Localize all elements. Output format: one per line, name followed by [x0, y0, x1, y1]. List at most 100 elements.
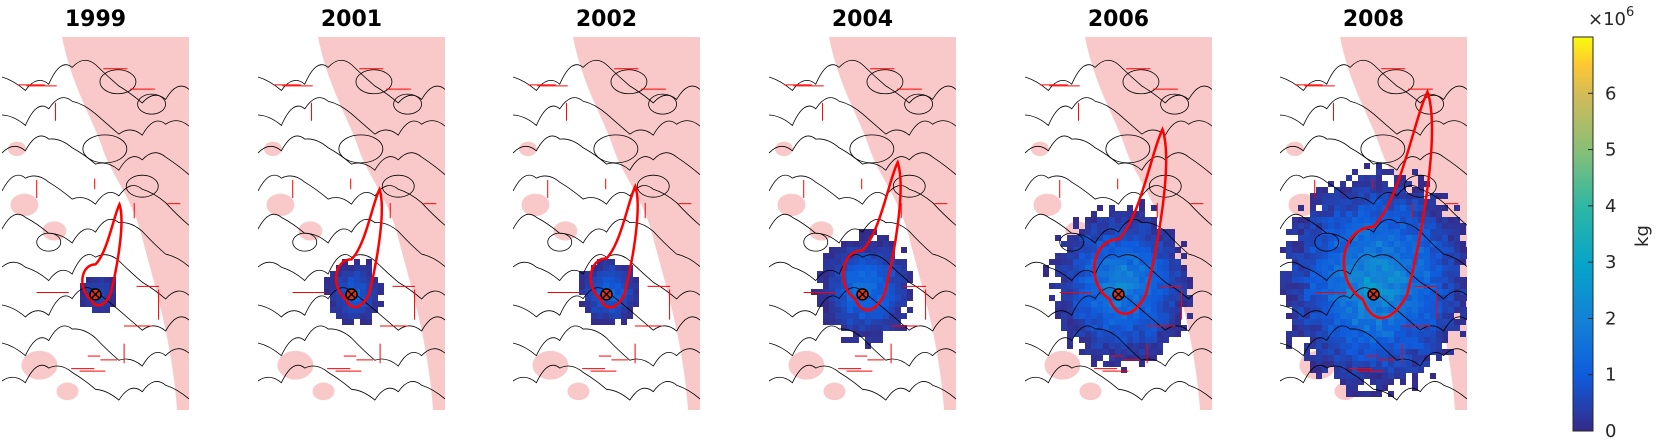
heat-cell: [1376, 229, 1382, 235]
heat-cell: [1310, 331, 1316, 337]
panel-1999: 1999: [2, 7, 189, 410]
heat-cell: [1334, 223, 1340, 229]
heat-cell: [853, 313, 859, 319]
heat-cell: [1121, 253, 1127, 259]
heat-cell: [1424, 211, 1430, 217]
heat-cell: [1133, 343, 1139, 349]
heat-cell: [1316, 265, 1322, 271]
heat-cell: [1163, 325, 1169, 331]
heat-cell: [1352, 187, 1358, 193]
heat-cell: [1169, 307, 1175, 313]
heat-cell: [330, 295, 336, 301]
heat-cell: [847, 295, 853, 301]
heat-cell: [865, 313, 871, 319]
heat-cell: [633, 301, 639, 307]
contour-line: [1025, 325, 1212, 367]
heat-cell: [895, 301, 901, 307]
heat-cell: [1352, 385, 1358, 391]
heat-cell: [1322, 301, 1328, 307]
heat-cell: [1073, 301, 1079, 307]
contour-ring: [593, 134, 639, 164]
heat-cell: [1133, 229, 1139, 235]
heat-cell: [1424, 199, 1430, 205]
contour-ring: [648, 93, 677, 115]
heat-cell: [621, 301, 627, 307]
heat-cell: [1424, 295, 1430, 301]
heat-cell: [336, 301, 342, 307]
heat-cell: [1370, 205, 1376, 211]
heat-cell: [1340, 313, 1346, 319]
heat-cell: [1364, 181, 1370, 187]
heat-cell: [1370, 253, 1376, 259]
heat-cell: [823, 277, 829, 283]
heat-cell: [1127, 259, 1133, 265]
heat-cell: [1073, 259, 1079, 265]
heat-cell: [1334, 295, 1340, 301]
heat-cell: [1346, 373, 1352, 379]
heat-cell: [1364, 325, 1370, 331]
heat-cell: [871, 271, 877, 277]
heat-cell: [1418, 307, 1424, 313]
heat-cell: [1097, 253, 1103, 259]
heat-cell: [1121, 331, 1127, 337]
heat-cell: [354, 295, 360, 301]
heat-cell: [1286, 271, 1292, 277]
heat-cell: [1406, 307, 1412, 313]
heat-cell: [907, 307, 913, 313]
heat-cell: [1352, 265, 1358, 271]
shaded-patch: [823, 382, 846, 401]
heat-cell: [1151, 337, 1157, 343]
heat-cell: [1358, 355, 1364, 361]
heat-cell: [1316, 307, 1322, 313]
heat-cell: [1316, 259, 1322, 265]
heat-cell: [366, 259, 372, 265]
contour-ring: [82, 134, 128, 164]
heat-cell: [1328, 361, 1334, 367]
heat-cell: [1304, 277, 1310, 283]
heat-cell: [1394, 229, 1400, 235]
heat-cell: [1400, 229, 1406, 235]
heat-cell: [871, 289, 877, 295]
heat-cell: [871, 247, 877, 253]
heat-cell: [1364, 193, 1370, 199]
heat-cell: [1097, 313, 1103, 319]
heat-cell: [336, 313, 342, 319]
heat-cell: [1352, 253, 1358, 259]
heat-cell: [871, 337, 877, 343]
heat-cell: [1292, 223, 1298, 229]
heat-cell: [1145, 265, 1151, 271]
heat-cell: [877, 247, 883, 253]
heat-cell: [823, 271, 829, 277]
heat-cell: [1115, 253, 1121, 259]
heat-cell: [1097, 331, 1103, 337]
heat-cell: [1139, 295, 1145, 301]
heat-cell: [1109, 271, 1115, 277]
heat-cell: [1328, 283, 1334, 289]
shaded-patch: [312, 382, 335, 401]
heat-cell: [609, 295, 615, 301]
heat-cell: [1418, 319, 1424, 325]
heat-cell: [1466, 295, 1467, 301]
heat-cell: [889, 271, 895, 277]
heat-cell: [1139, 229, 1145, 235]
heat-cell: [1400, 337, 1406, 343]
heat-cell: [1067, 277, 1073, 283]
shaded-patch: [1030, 141, 1049, 157]
heat-cell: [1442, 331, 1448, 337]
heat-cell: [92, 307, 98, 313]
heat-cell: [895, 289, 901, 295]
heat-cell: [877, 277, 883, 283]
heat-cell: [1412, 367, 1418, 373]
heat-cell: [1115, 265, 1121, 271]
heat-cell: [1352, 355, 1358, 361]
heat-cell: [1133, 319, 1139, 325]
heat-cell: [1079, 313, 1085, 319]
heat-cell: [901, 295, 907, 301]
heat-cell: [1352, 205, 1358, 211]
heat-cell: [366, 307, 372, 313]
heat-cell: [372, 277, 378, 283]
heat-cell: [1430, 331, 1436, 337]
heat-cell: [823, 265, 829, 271]
heat-cell: [1334, 241, 1340, 247]
heat-cell: [1412, 235, 1418, 241]
